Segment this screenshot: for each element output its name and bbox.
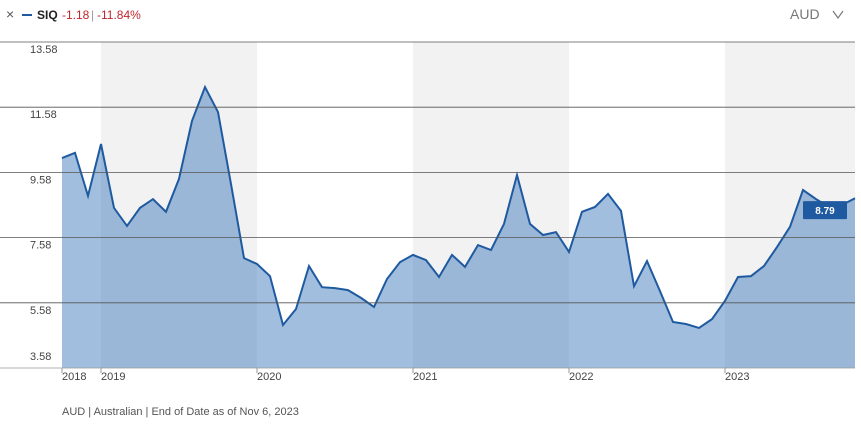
close-icon[interactable]: ×: [6, 6, 14, 22]
x-tick-label: 2020: [257, 371, 281, 383]
last-value-label: 8.79: [815, 206, 835, 217]
price-change-pct: -11.84%: [97, 8, 141, 22]
dropdown-arrow[interactable]: [832, 10, 844, 20]
ticker: SIQ: [37, 8, 58, 22]
last-value-box: [803, 201, 847, 220]
x-tick-label: 2021: [413, 371, 437, 383]
area-fill: [62, 87, 855, 368]
separator: |: [91, 8, 94, 22]
currency-select[interactable]: AUD: [790, 6, 820, 22]
x-tick-label: 2019: [101, 371, 125, 383]
price-change: -1.18: [62, 8, 90, 22]
year-band: [101, 42, 257, 368]
year-band: [413, 42, 569, 368]
y-tick-label: 5.58: [30, 305, 51, 317]
plot-area: 3.58 5.58 7.58 9.58 11.58 13.58 2018 2019 2020 20…: [0, 41, 856, 383]
y-tick-label: 3.58: [30, 351, 51, 363]
y-tick-label: 7.58: [30, 240, 51, 252]
x-tick-label: 2018: [62, 371, 86, 383]
y-tick-label: 13.58: [30, 44, 58, 56]
x-tick-label: 2022: [569, 371, 593, 383]
y-tick-label: 9.58: [30, 174, 51, 186]
x-tick-label: 2023: [725, 371, 749, 383]
y-tick-label: 11.58: [30, 109, 57, 121]
footnote: AUD | Australian | End of Date as of Nov…: [62, 406, 299, 418]
price-line: [61, 84, 856, 329]
